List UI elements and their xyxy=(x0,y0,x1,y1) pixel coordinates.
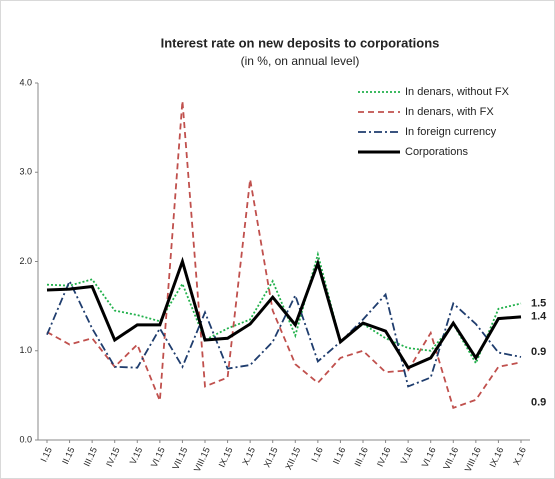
series-line xyxy=(46,256,522,370)
y-tick-label: 3.0 xyxy=(19,167,32,177)
chart-title: Interest rate on new deposits to corpora… xyxy=(161,35,440,50)
value-label: 1.5 xyxy=(531,297,546,309)
legend-label: In foreign currency xyxy=(405,126,497,138)
series-line xyxy=(46,250,522,366)
y-tick-label: 2.0 xyxy=(19,256,32,266)
y-tick-label: 1.0 xyxy=(19,345,32,355)
legend-label: In denars, with FX xyxy=(405,106,494,118)
legend-label: Corporations xyxy=(405,146,468,158)
legend-label: In denars, without FX xyxy=(405,86,510,98)
value-label: 1.4 xyxy=(531,311,547,323)
value-label: 0.9 xyxy=(531,396,546,408)
chart-subtitle: (in %, on annual level) xyxy=(241,54,360,68)
y-tick-label: 0.0 xyxy=(19,434,32,444)
series-line xyxy=(46,100,522,410)
y-tick-label: 4.0 xyxy=(19,77,32,87)
value-label: 0.9 xyxy=(531,346,546,358)
